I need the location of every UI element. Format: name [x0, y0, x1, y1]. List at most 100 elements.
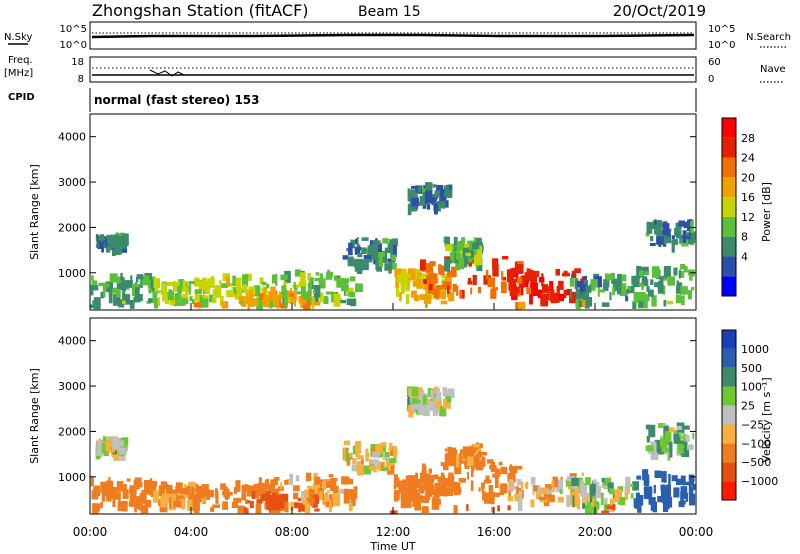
- velocity-cell: [646, 435, 650, 443]
- power-cell: [394, 268, 403, 278]
- power-cell: [639, 282, 644, 287]
- power-cell: [336, 278, 344, 288]
- velocity-cell: [673, 487, 680, 498]
- power-cell: [456, 252, 461, 260]
- velocity-cell: [645, 445, 654, 452]
- velocity-cell: [478, 487, 481, 492]
- velocity-cell: [160, 485, 166, 498]
- xtick-label: 00:00: [679, 525, 714, 539]
- power-cell: [319, 292, 324, 303]
- beam-label: Beam 15: [358, 4, 421, 20]
- power-cell: [100, 238, 103, 242]
- power-cell: [576, 280, 583, 288]
- velocity-cell: [393, 489, 399, 502]
- velocity-cell: [571, 484, 579, 490]
- velocity-cell: [349, 454, 353, 458]
- power-cell: [651, 295, 657, 307]
- power-cell: [219, 280, 222, 285]
- velocity-cell: [672, 475, 677, 481]
- velocity-cell: [668, 436, 672, 441]
- power-cell: [621, 274, 627, 282]
- velocity-cell: [382, 467, 388, 471]
- velocity-cell: [432, 407, 439, 416]
- power-cell: [432, 288, 436, 295]
- power-cell: [501, 271, 504, 280]
- velocity-cell: [343, 447, 346, 460]
- velocity-cell: [220, 483, 226, 490]
- velocity-cell: [466, 504, 469, 511]
- velocity-cell: [399, 486, 403, 494]
- power-cell: [193, 302, 201, 308]
- power-cell: [636, 265, 641, 278]
- power-ylabel: Slant Range [km]: [28, 164, 41, 260]
- power-cell: [483, 275, 491, 285]
- velocity-cell: [301, 491, 305, 504]
- velocity-cell: [207, 489, 214, 498]
- velocity-cell: [400, 496, 407, 509]
- power-cell: [683, 221, 688, 229]
- power-cell: [650, 236, 654, 242]
- power-cell: [590, 279, 598, 288]
- velocity-cell: [212, 504, 220, 508]
- power-cell: [444, 189, 453, 197]
- power-cell: [167, 295, 175, 301]
- power-cell: [510, 280, 513, 293]
- power-cell: [346, 298, 353, 305]
- power-cell: [511, 267, 518, 278]
- velocity-cell: [424, 475, 430, 479]
- velocity-cell: [394, 477, 400, 488]
- velocity-cell: [271, 492, 277, 499]
- velocity-cell: [118, 447, 127, 455]
- velocity-cell: [184, 484, 187, 488]
- velocity-cell: [447, 446, 452, 453]
- power-cell: [538, 277, 545, 283]
- velocity-cell: [269, 508, 272, 513]
- velocity-cell: [425, 403, 429, 407]
- velocity-cell: [158, 492, 165, 497]
- power-cell: [136, 276, 139, 283]
- velocity-cell: [392, 446, 398, 458]
- velocity-cell: [351, 464, 358, 472]
- power-cell: [665, 229, 671, 237]
- power-cell: [113, 293, 120, 306]
- ytick-label: 2000: [58, 221, 86, 234]
- power-cell: [676, 282, 683, 287]
- velocity-cell: [668, 474, 671, 487]
- power-cell: [558, 293, 564, 302]
- velocity-cell: [430, 389, 434, 400]
- velocity-cell: [314, 508, 320, 512]
- power-cell: [338, 300, 346, 304]
- power-cell: [181, 298, 189, 305]
- power-cell: [476, 237, 482, 244]
- power-cell: [292, 284, 300, 288]
- power-cell: [287, 297, 291, 302]
- velocity-cell: [653, 485, 656, 494]
- power-cell: [502, 277, 506, 281]
- velocity-cell: [304, 501, 311, 514]
- velocity-cell: [584, 504, 592, 514]
- velocity-cell: [433, 493, 437, 503]
- power-cell: [663, 234, 672, 244]
- power-cell: [640, 296, 648, 309]
- power-cell: [303, 296, 311, 310]
- velocity-cell: [657, 496, 664, 503]
- power-cell: [675, 294, 681, 304]
- power-cell: [289, 288, 292, 292]
- power-cell: [468, 250, 474, 257]
- velocity-cell: [595, 485, 601, 498]
- power-cell: [113, 243, 122, 255]
- velocity-cell: [427, 481, 431, 489]
- velocity-cell: [447, 388, 455, 398]
- power-cell: [682, 230, 687, 240]
- velocity-cell: [262, 493, 269, 499]
- velocity-cell: [662, 500, 668, 512]
- velocity-colorbar-tick: −500: [741, 456, 771, 469]
- time-axis-label: Time UT: [369, 540, 415, 553]
- power-cell: [312, 289, 316, 294]
- velocity-cell: [428, 401, 435, 411]
- power-cell: [153, 298, 159, 309]
- velocity-cell: [368, 466, 376, 470]
- power-cell: [242, 274, 249, 287]
- power-cell: [627, 286, 631, 291]
- velocity-cell: [566, 495, 571, 508]
